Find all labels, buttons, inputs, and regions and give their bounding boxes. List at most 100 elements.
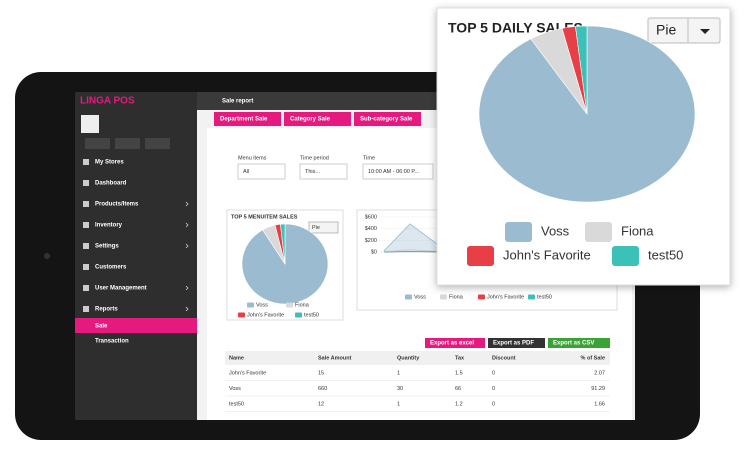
nav-icon [83, 180, 89, 186]
tab [354, 112, 421, 126]
table-cell: test50 [229, 401, 244, 407]
legend-label: John's Favorite [503, 247, 591, 262]
dropdown-caret [700, 29, 710, 34]
filter-label: Menu items [238, 155, 267, 161]
table-cell: 1.2 [455, 401, 463, 407]
legend-swatch [295, 312, 302, 318]
legend-swatch [467, 246, 494, 266]
nav-icon [83, 201, 89, 207]
legend-swatch [612, 246, 639, 266]
table-cell: 1.5 [455, 370, 463, 376]
filter-label: Time period [300, 155, 329, 161]
table-cell: 2.07 [594, 370, 605, 376]
table-cell: Voss [229, 386, 241, 392]
legend-swatch [405, 294, 412, 300]
y-tick-label: $200 [365, 238, 377, 244]
legend-swatch [286, 302, 293, 308]
nav-icon [83, 159, 89, 165]
table-cell: 30 [397, 386, 403, 392]
legend-label: Fiona [621, 223, 654, 238]
legend-label: Fiona [295, 302, 310, 308]
filter-value: This... [305, 169, 320, 175]
export-label: Export as excel [430, 341, 474, 347]
page-title: Sale report [222, 99, 253, 105]
table-cell: 15 [318, 370, 324, 376]
table-cell: 0 [492, 386, 495, 392]
legend-label: John's Favorite [487, 294, 524, 300]
filter-label: Time [363, 155, 375, 161]
table-cell: 660 [318, 386, 327, 392]
chart-select[interactable] [308, 221, 339, 234]
nav-chevron [185, 201, 189, 207]
nav-icon [83, 306, 89, 312]
legend-label: John's Favorite [247, 312, 284, 318]
store-logo [81, 115, 99, 133]
export-label: Export as CSV [553, 341, 594, 347]
tab [214, 112, 281, 126]
nav-item: Dashboard [95, 181, 127, 187]
table-header-bg [225, 351, 610, 365]
tab [284, 112, 351, 126]
legend-label: Fiona [449, 294, 464, 300]
table-cell: 0 [492, 401, 495, 407]
pie-slice [280, 223, 286, 265]
table-cell: 1 [397, 370, 400, 376]
nav-item: Customers [95, 265, 127, 271]
legend-label: Voss [414, 294, 426, 300]
nav-icon [83, 243, 89, 249]
pie-slice [478, 25, 696, 203]
table-cell: 0 [492, 370, 495, 376]
nav-item: User Management [95, 286, 147, 292]
table-cell: 91.29 [591, 386, 605, 392]
table-header: Tax [455, 355, 465, 361]
table-cell: John's Favorite [229, 370, 266, 376]
nav-item: Reports [95, 307, 118, 313]
filter-select [299, 163, 348, 180]
filter-select [237, 163, 286, 180]
subnav-item: Sale [95, 324, 108, 330]
legend-swatch [247, 302, 254, 308]
chart-select[interactable] [647, 17, 721, 44]
export-label: Export as PDF [493, 341, 534, 347]
table-header: Quantity [397, 355, 420, 361]
legend-swatch [238, 312, 245, 318]
table-cell: 1 [397, 401, 400, 407]
export-button[interactable] [488, 338, 545, 348]
table-header: % of Sale [581, 355, 605, 361]
tab-label: Category Sale [290, 117, 331, 123]
legend-label: test50 [304, 312, 319, 318]
nav-icon [83, 285, 89, 291]
table-header: Name [229, 355, 244, 361]
pie-slice [575, 25, 588, 115]
table-cell: 66 [455, 386, 461, 392]
legend-label: test50 [537, 294, 552, 300]
export-button[interactable] [548, 338, 610, 348]
icon-btn[interactable] [145, 138, 170, 149]
filter-value: All [243, 169, 249, 175]
nav-item: Products/Items [95, 202, 139, 208]
brand: LINGA POS [80, 96, 135, 107]
chart-select-value: Pie [312, 225, 320, 231]
legend-label: test50 [648, 247, 683, 262]
nav-chevron [185, 285, 189, 291]
subnav-item: Transaction [95, 339, 129, 345]
legend-swatch [505, 222, 532, 242]
nav-chevron [185, 222, 189, 228]
y-tick-label: $0 [371, 249, 377, 255]
nav-chevron [185, 306, 189, 312]
icon-btn[interactable] [85, 138, 110, 149]
icon-btn[interactable] [115, 138, 140, 149]
card-title: TOP 5 MENUITEM SALES [231, 214, 298, 220]
export-button[interactable] [425, 338, 485, 348]
legend-swatch [528, 294, 535, 300]
table-cell: 12 [318, 401, 324, 407]
legend-swatch [478, 294, 485, 300]
active-nav [75, 318, 197, 333]
tab-label: Sub-category Sale [360, 117, 413, 123]
camera [44, 253, 50, 259]
nav-item: Settings [95, 244, 119, 250]
y-tick-label: $400 [365, 226, 377, 232]
nav-item: Inventory [95, 223, 123, 229]
